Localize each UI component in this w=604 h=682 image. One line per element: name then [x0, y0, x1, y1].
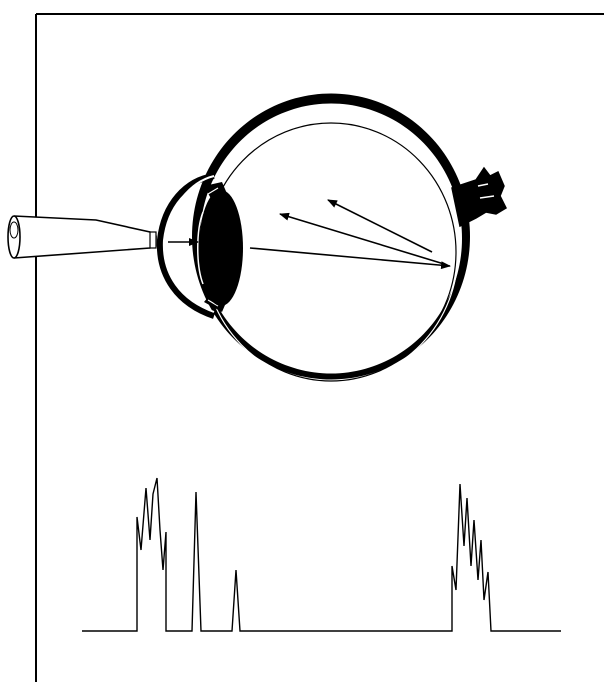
echo-trace	[82, 477, 561, 632]
probe-icon	[7, 215, 157, 259]
arrow-echo-1	[279, 212, 445, 265]
arrow-lens-to-retina	[249, 247, 451, 270]
echo-trace-line	[82, 477, 561, 632]
arrow-echo-2	[327, 199, 433, 253]
lens-icon	[197, 190, 243, 306]
